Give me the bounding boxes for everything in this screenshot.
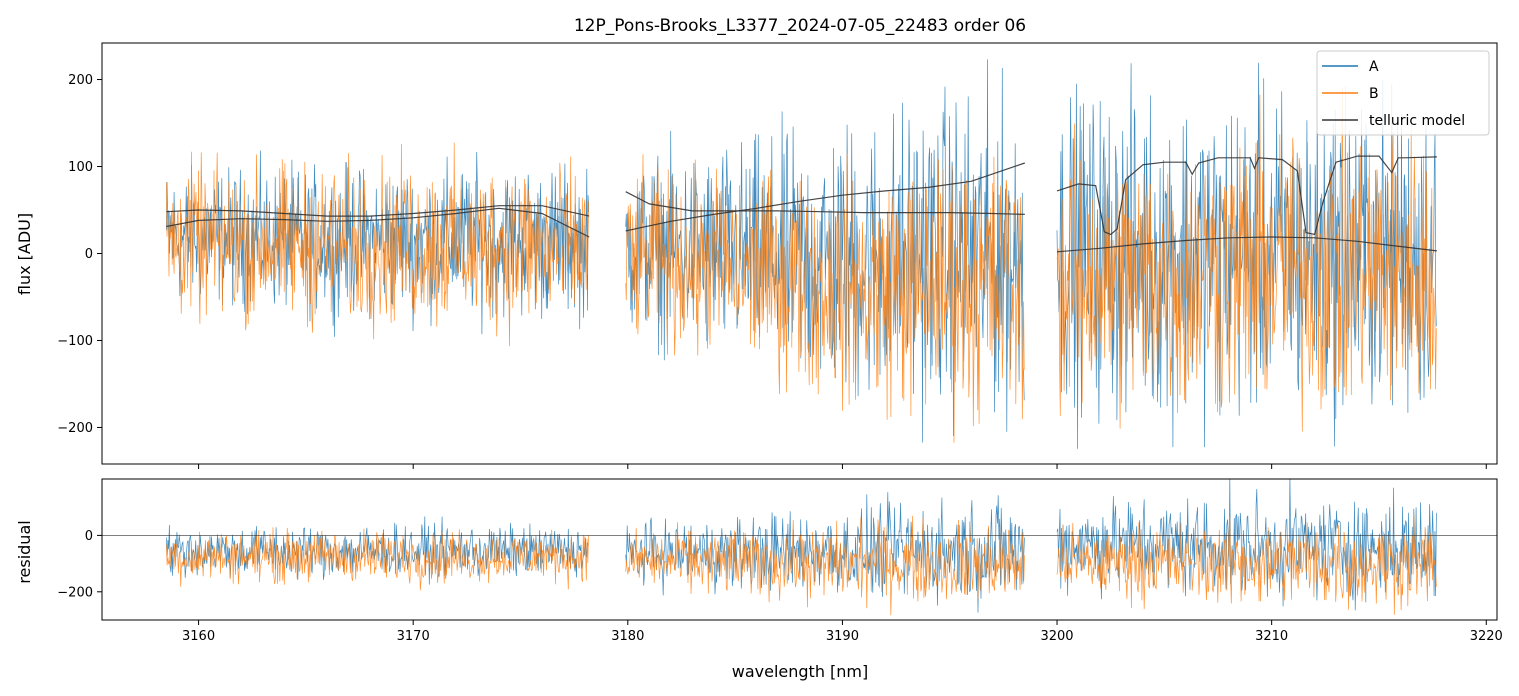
- residual-plot-area: [102, 479, 1497, 616]
- residual-x-tick-label: 3220: [1470, 629, 1503, 644]
- main-plot-area: [166, 59, 1437, 449]
- main-series-b-line: [166, 86, 1437, 443]
- main-y-tick-label: 200: [68, 73, 93, 88]
- residual-x-tick-label: 3200: [1040, 629, 1073, 644]
- residual-y-tick-label: −200: [57, 585, 93, 600]
- legend-label-telluric: telluric model: [1369, 113, 1465, 129]
- main-y-tick-label: 0: [85, 247, 93, 262]
- residual-y-axis-label: residual: [15, 520, 34, 583]
- residual-y-tick-label: 0: [85, 529, 93, 544]
- main-y-tick-label: −200: [57, 421, 93, 436]
- legend-frame: [1316, 50, 1490, 136]
- telluric-model-curve-5: [1056, 155, 1437, 236]
- residual-y-ticks: −200 0: [57, 529, 102, 600]
- x-axis-label: wavelength [nm]: [732, 662, 869, 681]
- main-y-tick-label: 100: [68, 160, 93, 175]
- residual-x-tick-label: 3160: [182, 629, 215, 644]
- telluric-model-curve-2: [166, 207, 590, 238]
- residual-series-a-line: [166, 479, 1437, 613]
- residual-panel: −200 0 3160 3170 3180 3190 3200 3210 3220 resid…: [15, 478, 1503, 681]
- residual-x-tick-label: 3180: [611, 629, 644, 644]
- residual-x-tick-label: 3210: [1255, 629, 1288, 644]
- main-y-ticks: −200 −100 0 100 200: [57, 73, 102, 436]
- residual-axes-frame: [101, 478, 1498, 621]
- residual-x-tick-label: 3190: [826, 629, 859, 644]
- main-y-axis-label: flux [ADU]: [15, 213, 34, 295]
- telluric-model-curve-1: [166, 205, 590, 217]
- main-x-ticks: [198, 464, 1487, 469]
- legend-label-a: A: [1369, 59, 1379, 75]
- main-panel: −200 −100 0 100 200 flux [ADU] A B telluric …: [15, 42, 1498, 469]
- main-y-tick-label: −100: [57, 334, 93, 349]
- chart-title: 12P_Pons-Brooks_L3377_2024-07-05_22483 o…: [574, 16, 1026, 36]
- telluric-model-curve-3: [625, 191, 1025, 215]
- residual-x-tick-label: 3170: [397, 629, 430, 644]
- residual-x-ticks: 3160 3170 3180 3190 3200 3210 3220: [182, 620, 1503, 644]
- legend-label-b: B: [1369, 86, 1379, 102]
- legend: A B telluric model: [1316, 50, 1490, 136]
- telluric-model-curve-4: [625, 162, 1025, 232]
- telluric-model-curve-6: [1056, 236, 1437, 253]
